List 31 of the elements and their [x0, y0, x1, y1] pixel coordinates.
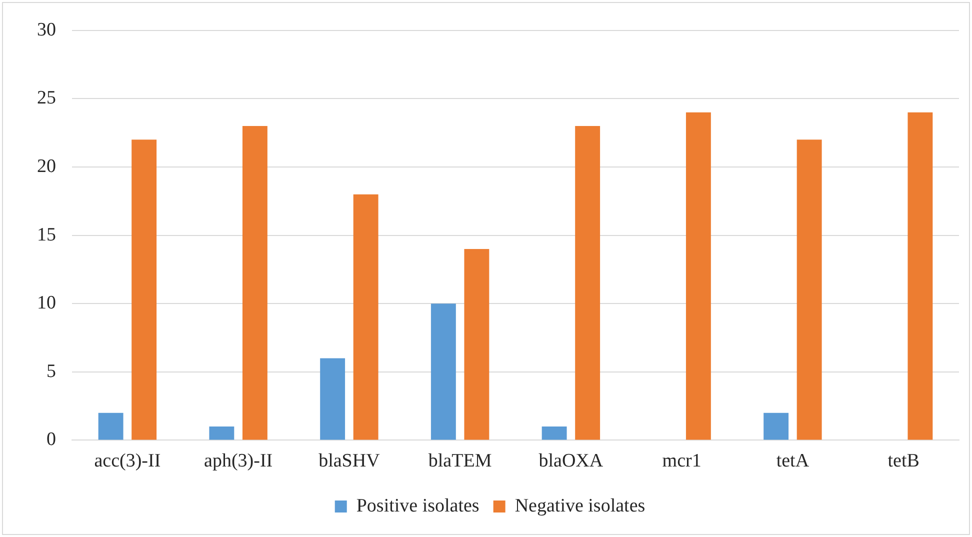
- bar: [542, 426, 567, 440]
- bar: [796, 140, 822, 440]
- bar: [353, 194, 378, 440]
- bar: [575, 126, 600, 440]
- bar: [132, 140, 157, 440]
- bar: [908, 112, 933, 440]
- bar: [464, 248, 490, 440]
- x-tick-label: mcr1: [662, 450, 702, 472]
- x-tick-label: aph(3)-II: [204, 450, 273, 472]
- y-tick-label: 20: [37, 156, 56, 177]
- bar: [764, 412, 789, 440]
- bar: [430, 304, 456, 440]
- y-tick-label: 15: [37, 224, 56, 246]
- bar: [320, 358, 346, 440]
- x-tick-label: blaTEM: [428, 450, 492, 472]
- y-tick-label: 30: [37, 19, 56, 40]
- x-tick-label: blaOXA: [538, 450, 604, 472]
- y-tick-label: 5: [46, 360, 56, 382]
- x-tick-label: acc(3)-II: [94, 450, 161, 472]
- legend-label: Negative isolates: [514, 495, 646, 516]
- x-tick-label: tetB: [888, 450, 920, 472]
- legend-label: Positive isolates: [356, 495, 480, 516]
- y-tick-label: 0: [46, 429, 56, 450]
- y-tick-label: 25: [37, 88, 56, 109]
- bar: [686, 112, 711, 440]
- x-tick-label: tetA: [776, 450, 810, 472]
- bar: [209, 426, 234, 440]
- y-tick-label: 10: [37, 292, 56, 314]
- bar: [242, 126, 268, 440]
- x-tick-label: blaSHV: [318, 450, 380, 472]
- bar: [98, 412, 124, 440]
